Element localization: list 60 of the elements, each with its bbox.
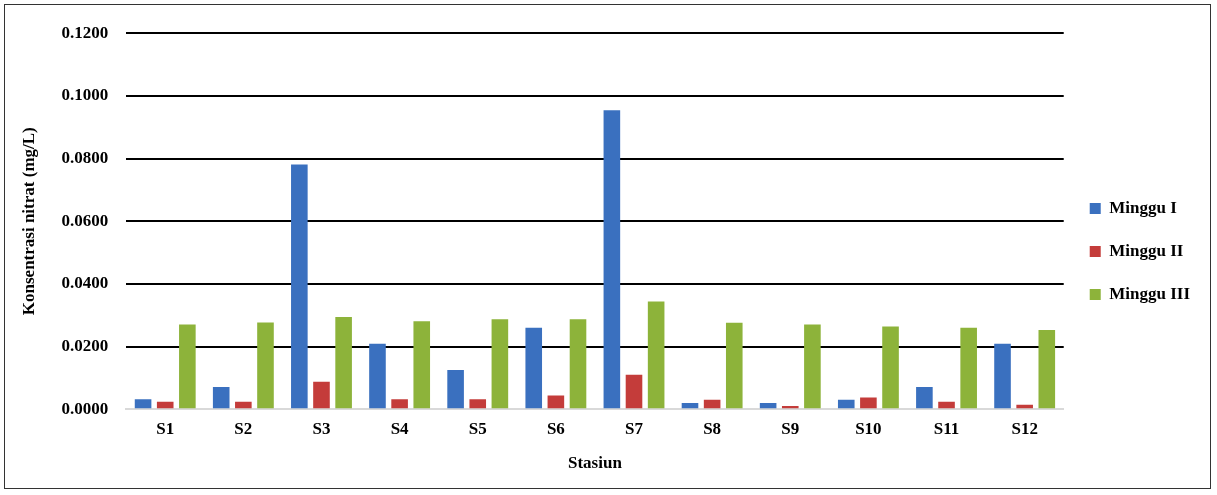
x-tick-label: S12	[1011, 418, 1038, 438]
bar	[1016, 404, 1033, 409]
y-tick-label: 0.0200	[61, 335, 109, 355]
x-tick-label: S3	[312, 418, 331, 438]
y-axis-title: Konsentrasi nitrat (mg/L)	[18, 127, 38, 316]
bar	[235, 401, 252, 409]
x-tick-label: S4	[390, 418, 410, 438]
bar	[369, 343, 386, 409]
bar	[156, 401, 174, 409]
bar	[335, 317, 352, 409]
x-tick-label: S8	[703, 418, 722, 438]
bar	[291, 164, 308, 409]
bar	[603, 110, 621, 409]
bar	[725, 322, 743, 409]
bar	[938, 401, 955, 409]
bar	[882, 326, 899, 409]
bar	[257, 322, 274, 409]
bar	[837, 399, 855, 409]
bar	[759, 402, 777, 409]
x-axis-title: Stasiun	[568, 453, 623, 473]
bar	[647, 301, 665, 409]
bar	[525, 327, 543, 409]
bar	[212, 386, 230, 409]
bar	[134, 399, 152, 409]
bar	[179, 324, 196, 409]
bar	[447, 370, 464, 409]
x-tick-label: S9	[781, 418, 800, 438]
bar	[391, 399, 408, 409]
x-tick-label: S10	[855, 418, 882, 438]
bar	[547, 395, 565, 409]
bar	[703, 399, 721, 409]
bar	[469, 399, 487, 409]
bar	[491, 319, 509, 409]
y-tick-label: 0.0800	[61, 147, 109, 167]
x-tick-label: S1	[156, 418, 175, 438]
legend-label: Minggu II	[1109, 240, 1184, 260]
y-tick-label: 0.1000	[61, 85, 109, 105]
x-tick-label: S5	[468, 418, 487, 438]
bar	[681, 402, 699, 409]
y-tick-label: 0.0400	[61, 273, 109, 293]
bar	[569, 319, 587, 409]
bar	[960, 327, 977, 409]
x-tick-label: S11	[933, 418, 960, 438]
bar	[413, 321, 431, 409]
bar	[1038, 329, 1056, 409]
x-tick-label: S6	[546, 418, 565, 438]
y-tick-label: 0.1200	[61, 22, 109, 42]
bar	[994, 343, 1011, 409]
legend-label: Minggu I	[1109, 197, 1178, 217]
bar	[804, 324, 821, 409]
y-tick-label: 0.0600	[61, 210, 109, 230]
y-tick-label: 0.0000	[61, 398, 109, 418]
bar	[313, 381, 330, 409]
bar	[781, 406, 799, 409]
bar	[625, 374, 643, 409]
x-tick-label: S2	[234, 418, 253, 438]
x-tick-label: S7	[625, 418, 644, 438]
bar	[916, 386, 933, 409]
legend-label: Minggu III	[1109, 283, 1191, 303]
bar	[860, 397, 877, 409]
